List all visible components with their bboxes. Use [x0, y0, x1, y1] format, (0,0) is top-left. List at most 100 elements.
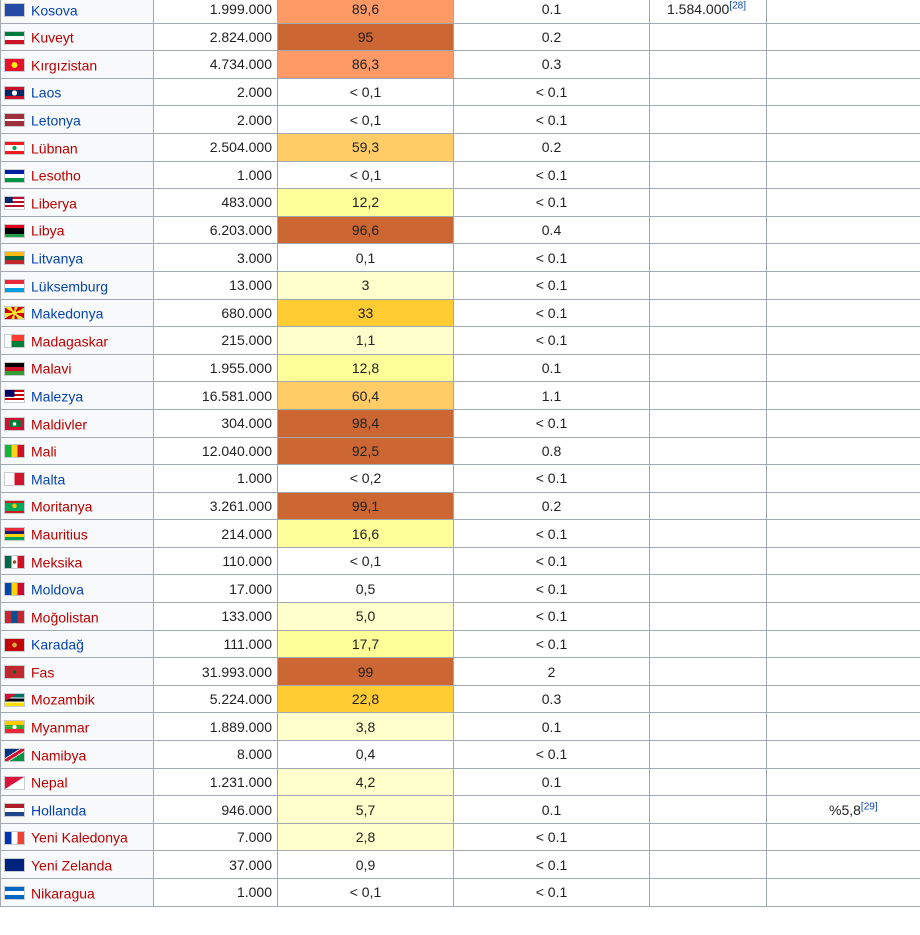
mauritius-flag-icon[interactable] [4, 527, 25, 542]
kuwait-flag-icon[interactable] [4, 30, 25, 45]
share-cell: < 0.1 [453, 77, 650, 107]
luxembourg-flag-icon[interactable] [4, 278, 25, 293]
maldives-flag-icon[interactable] [4, 416, 25, 431]
percent-cell: 5,0 [277, 602, 454, 631]
lebanon-flag-icon[interactable] [4, 140, 25, 155]
morocco-flag-icon[interactable] [4, 665, 25, 680]
percent-cell: 92,5 [277, 436, 454, 466]
lesotho-flag-icon[interactable] [4, 168, 25, 183]
table-row: Litvanya 3.000 0,1 < 0.1 [0, 243, 920, 272]
table-row: Myanmar 1.889.000 3,8 0.1 [0, 712, 920, 742]
extra-cell-1 [649, 767, 767, 797]
mali-flag-icon[interactable] [4, 444, 25, 459]
country-link-malawi[interactable]: Malavi [31, 360, 72, 377]
libya-flag-icon[interactable] [4, 223, 25, 238]
country-link-madagascar[interactable]: Madagaskar [31, 333, 109, 350]
country-link-myanmar[interactable]: Myanmar [31, 719, 90, 736]
country-cell: Myanmar [0, 712, 154, 742]
country-link-macedonia[interactable]: Makedonya [31, 305, 104, 322]
country-link-mongolia[interactable]: Moğolistan [31, 609, 99, 625]
malta-flag-icon[interactable] [4, 472, 25, 487]
country-link-nicaragua[interactable]: Nikaragua [31, 884, 95, 901]
kosovo-flag-icon[interactable] [4, 2, 25, 17]
mozambique-flag-icon[interactable] [4, 692, 25, 707]
country-cell: Laos [0, 77, 154, 107]
population-cell: 2.000 [153, 77, 278, 107]
country-link-new-zealand[interactable]: Yeni Zelanda [31, 857, 113, 874]
country-link-mexico[interactable]: Meksika [31, 553, 83, 570]
population-cell: 7.000 [153, 822, 278, 852]
country-link-malta[interactable]: Malta [31, 471, 66, 488]
country-link-kuwait[interactable]: Kuveyt [31, 29, 74, 46]
country-link-lithuania[interactable]: Litvanya [31, 250, 84, 267]
laos-flag-icon[interactable] [4, 85, 25, 100]
country-link-nepal[interactable]: Nepal [31, 774, 68, 791]
country-link-moldova[interactable]: Moldova [31, 581, 84, 598]
namibia-flag-icon[interactable] [4, 747, 25, 762]
percent-cell: < 0,1 [277, 546, 454, 576]
mauritania-flag-icon[interactable] [4, 499, 25, 514]
mongolia-flag-icon[interactable] [4, 610, 25, 624]
liberia-flag-icon[interactable] [4, 196, 25, 211]
myanmar-flag-icon[interactable] [4, 720, 25, 735]
country-cell: Kosova [0, 0, 154, 24]
malawi-flag-icon[interactable] [4, 361, 25, 376]
percent-cell: < 0,1 [277, 160, 454, 190]
reference-sup[interactable]: [28] [729, 1, 746, 12]
extra-cell-2 [766, 215, 920, 245]
reference-link[interactable]: [29] [860, 800, 878, 812]
population-cell: 37.000 [153, 850, 278, 879]
reference-sup[interactable]: [29] [861, 801, 878, 812]
nepal-flag-icon[interactable] [4, 775, 25, 790]
country-link-mali[interactable]: Mali [31, 443, 57, 460]
percent-cell: 4,2 [277, 767, 454, 797]
country-link-kosovo[interactable]: Kosova [31, 1, 78, 18]
country-link-mauritania[interactable]: Moritanya [31, 498, 93, 515]
country-link-montenegro[interactable]: Karadağ [31, 636, 84, 653]
extra-cell-1 [649, 629, 767, 659]
share-cell: 0.2 [453, 132, 650, 162]
new-caledonia-flag-icon[interactable] [4, 830, 25, 845]
moldova-flag-icon[interactable] [4, 582, 25, 597]
country-link-maldives[interactable]: Maldivler [31, 415, 88, 432]
percent-cell: 0,1 [277, 243, 454, 272]
country-link-lebanon[interactable]: Lübnan [31, 139, 78, 156]
country-link-latvia[interactable]: Letonya [31, 112, 81, 129]
madagascar-flag-icon[interactable] [4, 334, 25, 349]
malaysia-flag-icon[interactable] [4, 389, 25, 404]
reference-link[interactable]: [28] [729, 0, 746, 12]
country-link-luxembourg[interactable]: Lüksemburg [31, 277, 109, 294]
montenegro-flag-icon[interactable] [4, 637, 25, 652]
population-cell: 17.000 [153, 574, 278, 604]
population-cell: 110.000 [153, 546, 278, 576]
kyrgyzstan-flag-icon[interactable] [4, 58, 25, 73]
country-link-morocco[interactable]: Fas [31, 664, 55, 681]
country-link-malaysia[interactable]: Malezya [31, 388, 84, 405]
netherlands-flag-icon[interactable] [4, 803, 25, 818]
country-link-laos[interactable]: Laos [31, 84, 62, 101]
extra-cell-2 [766, 326, 920, 355]
country-link-liberia[interactable]: Liberya [31, 195, 77, 212]
country-link-libya[interactable]: Libya [31, 222, 65, 239]
country-link-lesotho[interactable]: Lesotho [31, 167, 81, 184]
mexico-flag-icon[interactable] [4, 554, 25, 569]
extra-cell-2 [766, 188, 920, 217]
percent-cell: < 0,2 [277, 464, 454, 493]
table-row: Moldova 17.000 0,5 < 0.1 [0, 574, 920, 604]
macedonia-flag-icon[interactable] [4, 306, 25, 321]
share-cell: < 0.1 [453, 188, 650, 217]
latvia-flag-icon[interactable] [4, 113, 25, 128]
country-link-netherlands[interactable]: Hollanda [31, 802, 87, 819]
country-link-new-caledonia[interactable]: Yeni Kaledonya [31, 829, 128, 846]
population-cell: 133.000 [153, 602, 278, 631]
country-link-mozambique[interactable]: Mozambik [31, 691, 95, 708]
extra-cell-1 [649, 850, 767, 879]
nicaragua-flag-icon[interactable] [4, 885, 25, 900]
country-link-namibia[interactable]: Namibya [31, 746, 87, 763]
country-link-mauritius[interactable]: Mauritius [31, 526, 88, 543]
country-link-kyrgyzstan[interactable]: Kırgızistan [31, 57, 98, 74]
new-zealand-flag-icon[interactable] [4, 858, 25, 873]
share-cell: < 0.1 [453, 629, 650, 659]
lithuania-flag-icon[interactable] [4, 251, 25, 266]
share-cell: < 0.1 [453, 519, 650, 548]
